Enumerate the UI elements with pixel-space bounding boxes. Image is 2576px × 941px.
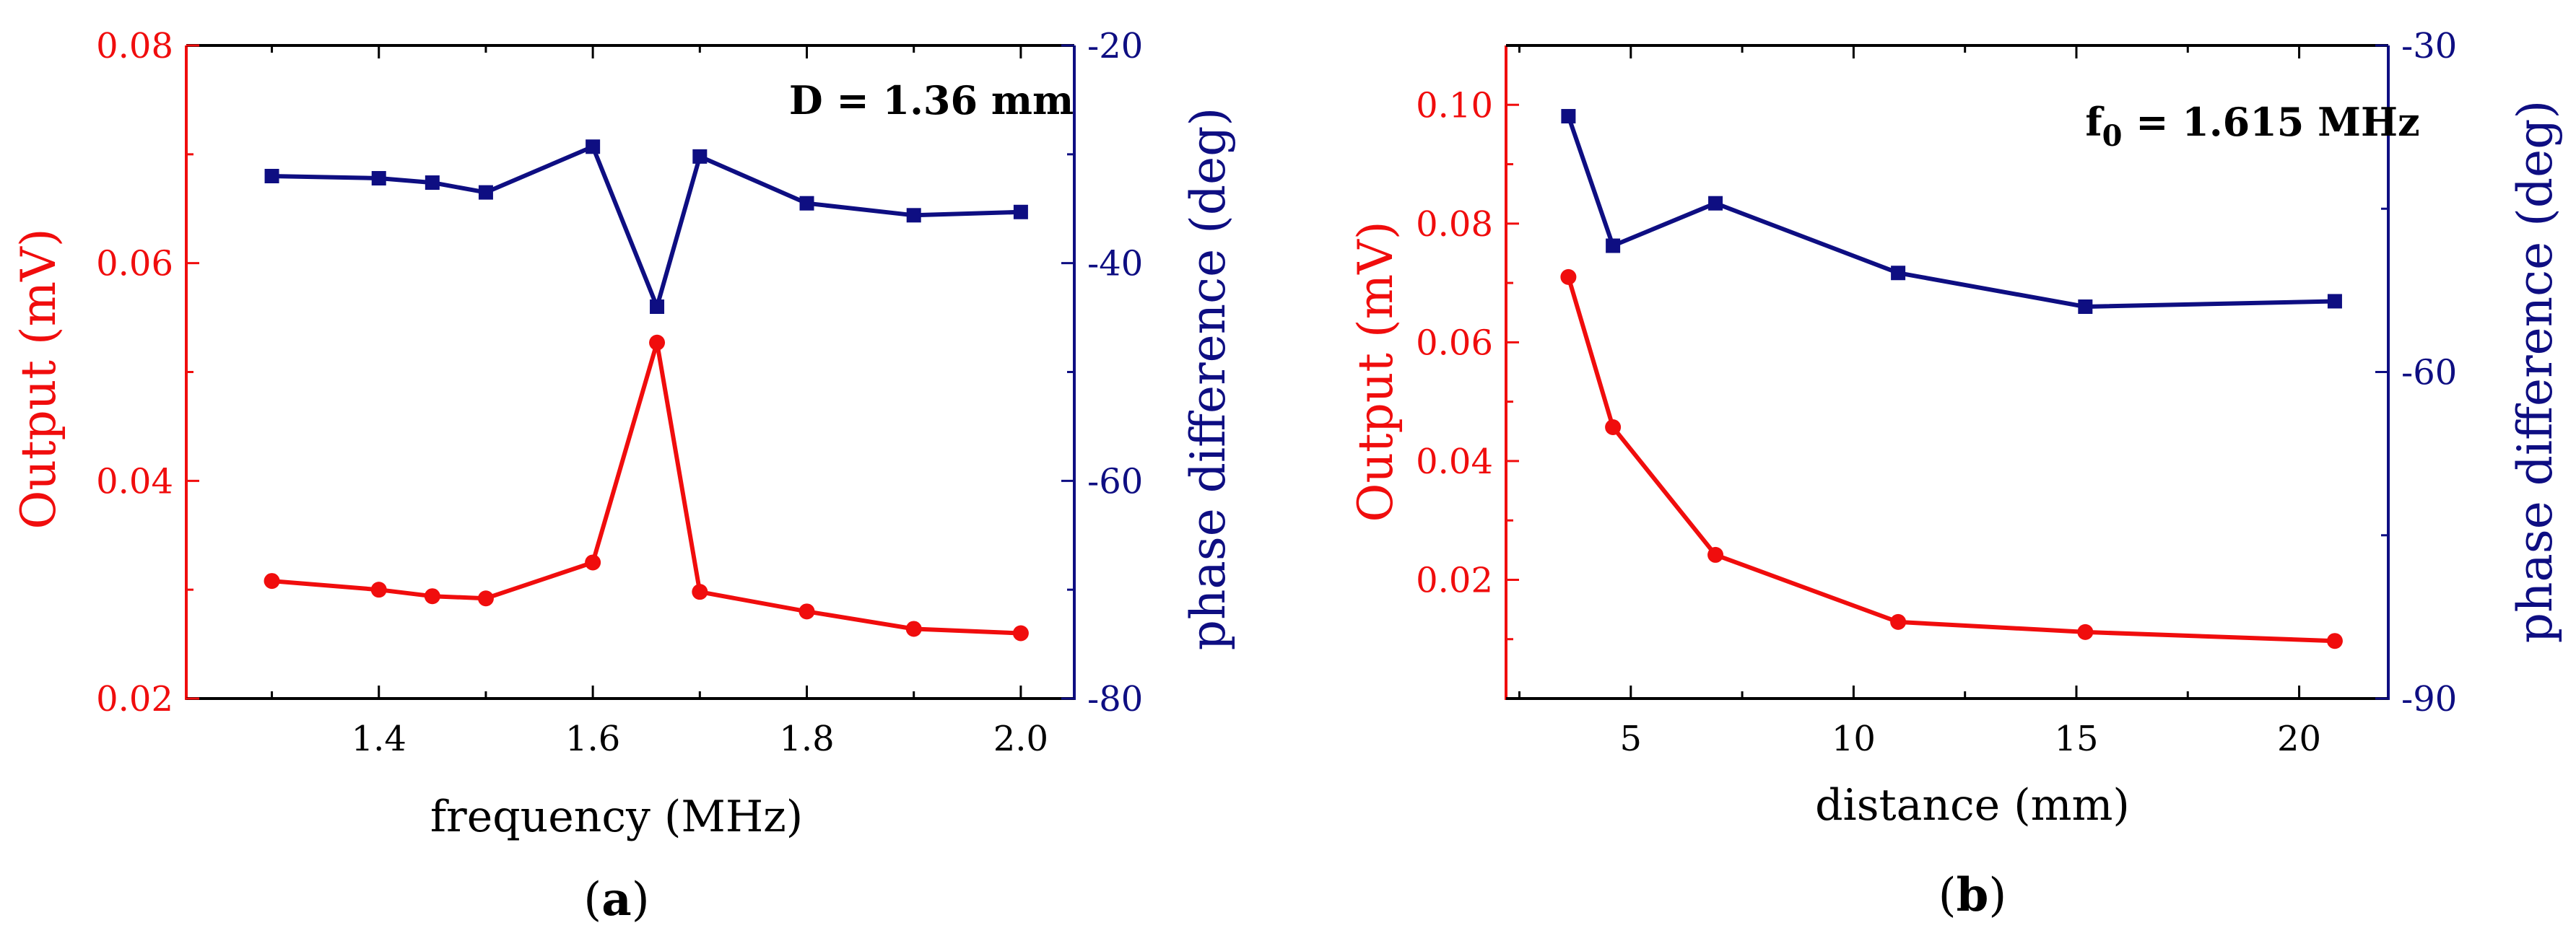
- output-data-point: [799, 603, 815, 620]
- caption-a-close: ): [632, 873, 650, 927]
- annotation-f0-sub: 0: [2102, 119, 2123, 153]
- phase-data-point: [799, 196, 814, 211]
- annotation-f0-main: f: [2085, 99, 2105, 145]
- caption-a-open: (: [583, 873, 601, 927]
- phase-data-point: [478, 185, 493, 200]
- y-right-tick-label: -20: [1087, 26, 1143, 66]
- x-tick-label: 20: [2277, 719, 2321, 759]
- y-axis-label-left-a: Output (mV): [11, 228, 66, 529]
- output-data-point: [1890, 613, 1907, 630]
- annotation-f0-rest: = 1.615 MHz: [2122, 99, 2419, 145]
- x-axis-label-a: frequency (MHz): [430, 792, 803, 842]
- x-axis-label-b: distance (mm): [1815, 780, 2130, 831]
- annotation-d: D = 1.36 mm: [789, 77, 1074, 123]
- left-axis-line-b: [1505, 45, 1507, 700]
- bottom-axis-line-a: [186, 697, 1074, 700]
- phase-data-point: [1013, 204, 1028, 219]
- y-left-tick-label: 0.04: [1416, 442, 1493, 482]
- output-data-point: [370, 582, 387, 598]
- phase-series-line: [271, 144, 1021, 309]
- y-right-tick-label: -60: [1087, 461, 1143, 502]
- y-left-tick-label: 0.08: [96, 26, 173, 66]
- y-right-tick-label: -60: [2401, 353, 2457, 393]
- top-axis-line-b: [1506, 44, 2388, 47]
- output-series-line: [1566, 276, 2336, 644]
- phase-data-point: [906, 208, 921, 223]
- output-data-point: [1605, 419, 1622, 436]
- x-tick-label: 10: [1832, 719, 1876, 759]
- x-tick-label: 1.4: [352, 719, 406, 759]
- phase-data-point: [692, 149, 708, 164]
- x-tick-label: 1.6: [565, 719, 620, 759]
- phase-data-point: [1891, 266, 1906, 281]
- y-left-tick-label: 0.04: [96, 461, 173, 502]
- x-tick-label: 1.8: [779, 719, 834, 759]
- y-axis-label-right-b: phase difference (deg): [2507, 100, 2563, 644]
- caption-b-open: (: [1938, 869, 1957, 922]
- annotation-f0: f0 = 1.615 MHz: [2085, 99, 2419, 153]
- output-data-point: [1560, 268, 1577, 285]
- caption-b-letter: b: [1957, 868, 1989, 922]
- output-data-point: [424, 588, 440, 605]
- phase-data-point: [2327, 294, 2342, 309]
- x-tick-label: 15: [2054, 719, 2098, 759]
- output-data-point: [585, 554, 601, 571]
- y-axis-label-left-b: Output (mV): [1348, 221, 1404, 522]
- phase-data-point: [264, 169, 279, 183]
- chart-panel-b: f0 = 1.615 MHz distance (mm) Output (mV)…: [1348, 26, 2563, 922]
- output-data-point: [1012, 625, 1029, 642]
- caption-a-letter: a: [601, 872, 631, 927]
- caption-b: (b): [1938, 868, 2007, 922]
- y-axis-label-right-a: phase difference (deg): [1180, 108, 1236, 651]
- output-series-line: [271, 340, 1022, 636]
- output-data-point: [477, 590, 494, 607]
- output-data-point: [649, 334, 666, 351]
- y-left-tick-label: 0.10: [1416, 85, 1493, 126]
- phase-data-point: [425, 175, 440, 191]
- phase-series-line: [1566, 115, 2335, 309]
- plot-area-a: [264, 139, 1029, 642]
- phase-data-point: [2078, 299, 2093, 314]
- y-right-tick-label: -90: [2401, 679, 2457, 719]
- y-left-tick-label: 0.02: [96, 679, 173, 719]
- phase-data-point: [586, 139, 601, 154]
- y-left-tick-label: 0.06: [96, 244, 173, 284]
- plot-area-b: [1560, 109, 2343, 649]
- y-left-tick-label: 0.02: [1416, 560, 1493, 600]
- y-right-tick-label: -30: [2401, 26, 2457, 66]
- y-right-tick-label: -40: [1087, 244, 1143, 284]
- phase-data-point: [650, 299, 665, 314]
- y-right-tick-label: -80: [1087, 679, 1143, 719]
- y-left-tick-label: 0.06: [1416, 323, 1493, 363]
- phase-data-point: [1708, 196, 1723, 211]
- output-data-point: [692, 584, 708, 600]
- caption-a: (a): [583, 872, 649, 927]
- output-data-point: [264, 573, 280, 590]
- phase-data-point: [371, 171, 386, 186]
- output-data-point: [2326, 633, 2343, 649]
- y-left-tick-label: 0.08: [1416, 204, 1493, 245]
- output-data-point: [1707, 546, 1724, 563]
- bottom-axis-line-b: [1506, 697, 2388, 700]
- x-tick-label: 2.0: [993, 719, 1048, 759]
- top-axis-line-a: [186, 44, 1074, 47]
- caption-b-close: ): [1988, 869, 2006, 922]
- output-data-point: [905, 621, 922, 637]
- x-tick-label: 5: [1620, 719, 1642, 759]
- output-data-point: [2077, 623, 2094, 640]
- phase-data-point: [1561, 109, 1576, 124]
- chart-panel-a: D = 1.36 mm frequency (MHz) Output (mV) …: [11, 26, 1236, 927]
- phase-data-point: [1606, 238, 1621, 253]
